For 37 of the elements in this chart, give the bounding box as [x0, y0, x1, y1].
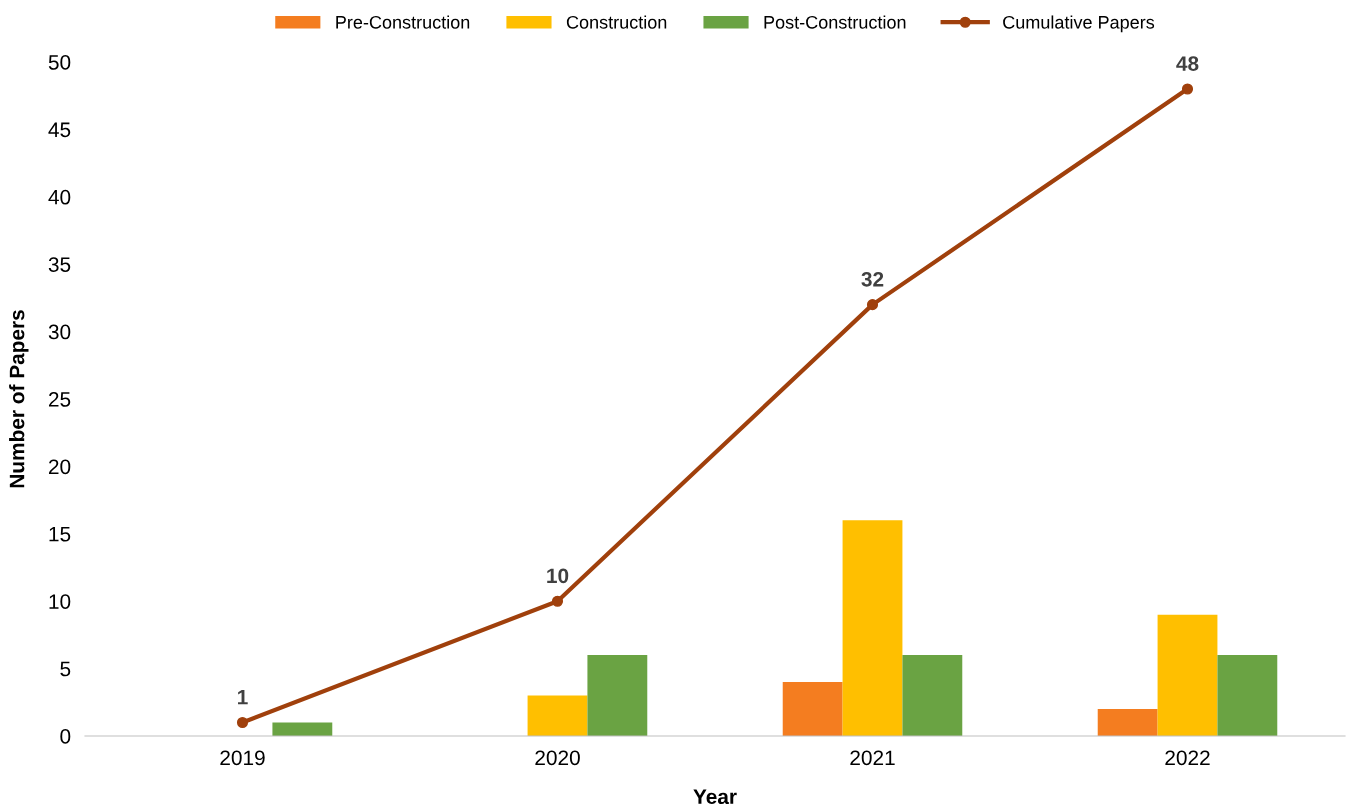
legend-label: Cumulative Papers [1003, 15, 1155, 33]
y-tick-label: 30 [48, 324, 71, 340]
data-label: 48 [1176, 56, 1199, 71]
data-label: 32 [861, 271, 884, 287]
point [236, 716, 249, 729]
y-tick-label: 45 [48, 122, 71, 138]
x-tick-label: 2022 [1165, 750, 1210, 766]
y-axis-title: Number of Papers [9, 310, 29, 488]
bar [1157, 614, 1218, 736]
bar [1217, 655, 1278, 736]
y-tick-label: 25 [48, 392, 71, 407]
legend-label: Pre-Construction [336, 15, 470, 29]
y-tick-label: 15 [49, 527, 71, 542]
data-label: 1 [238, 689, 248, 705]
y-tick-label: 20 [48, 459, 71, 475]
y-tick-label: 10 [49, 594, 71, 609]
point [1181, 83, 1194, 95]
x-tick-label: 2019 [220, 750, 265, 766]
y-tick-label: 50 [48, 55, 71, 70]
y-tick-label: 5 [60, 661, 71, 677]
y-tick-label: 40 [48, 189, 71, 205]
point [866, 299, 879, 311]
x-tick-label: 2021 [850, 750, 895, 766]
legend-label: Construction [566, 15, 667, 29]
y-tick-label: 0 [60, 729, 71, 744]
x-tick-label: 2020 [535, 750, 580, 766]
data-label: 10 [547, 568, 569, 584]
bar [1097, 709, 1158, 736]
bar [902, 655, 963, 736]
bar [527, 695, 588, 736]
y-tick-label: 35 [48, 257, 71, 272]
bar [782, 682, 843, 736]
point [551, 595, 564, 607]
bar [842, 520, 903, 736]
x-axis-title: Year [693, 789, 737, 805]
bar [587, 655, 648, 736]
legend-label: Post-Construction [764, 15, 906, 29]
